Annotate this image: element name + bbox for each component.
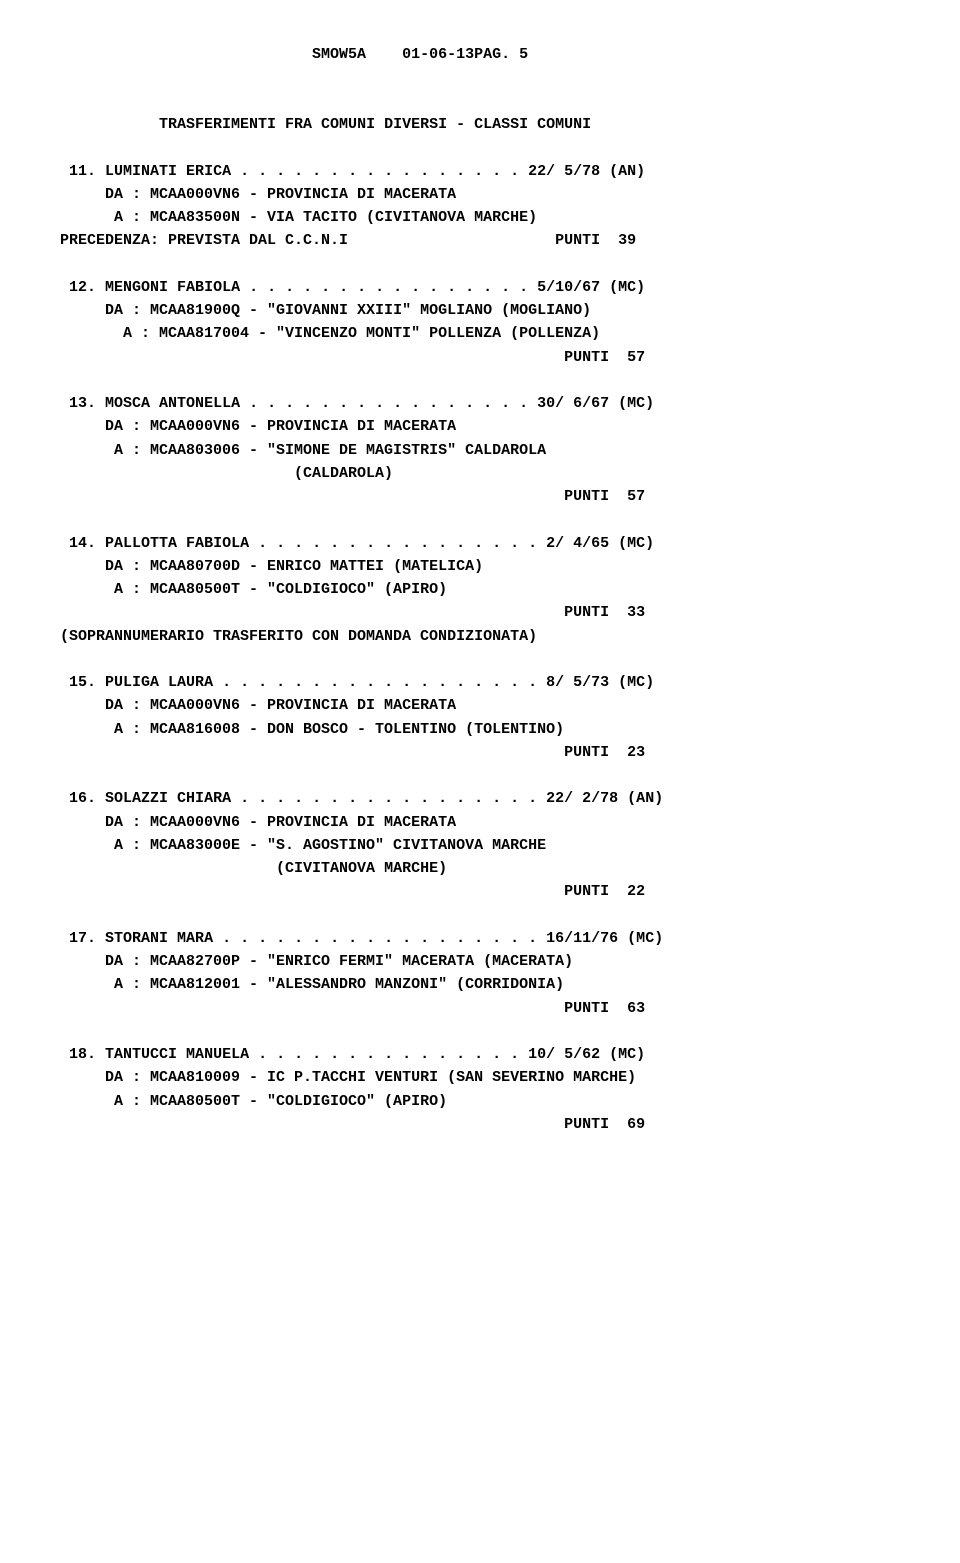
entry-14: 14. PALLOTTA FABIOLA . . . . . . . . . .…: [60, 535, 654, 645]
entry-17: 17. STORANI MARA . . . . . . . . . . . .…: [60, 930, 663, 1017]
entry-16: 16. SOLAZZI CHIARA . . . . . . . . . . .…: [60, 790, 663, 900]
entry-12: 12. MENGONI FABIOLA . . . . . . . . . . …: [60, 279, 645, 366]
page-container: SMOW5A 01-06-13PAG. 5 TRASFERIMENTI FRA …: [0, 0, 960, 1176]
header-code: SMOW5A: [312, 46, 366, 63]
entry-13: 13. MOSCA ANTONELLA . . . . . . . . . . …: [60, 395, 654, 505]
header-date-page: 01-06-13PAG. 5: [402, 46, 528, 63]
entry-18: 18. TANTUCCI MANUELA . . . . . . . . . .…: [60, 1046, 645, 1133]
entry-11: 11. LUMINATI ERICA . . . . . . . . . . .…: [60, 163, 645, 250]
entry-15: 15. PULIGA LAURA . . . . . . . . . . . .…: [60, 674, 654, 761]
subtitle: TRASFERIMENTI FRA COMUNI DIVERSI - CLASS…: [60, 116, 591, 133]
header-line: SMOW5A 01-06-13PAG. 5: [60, 46, 528, 63]
